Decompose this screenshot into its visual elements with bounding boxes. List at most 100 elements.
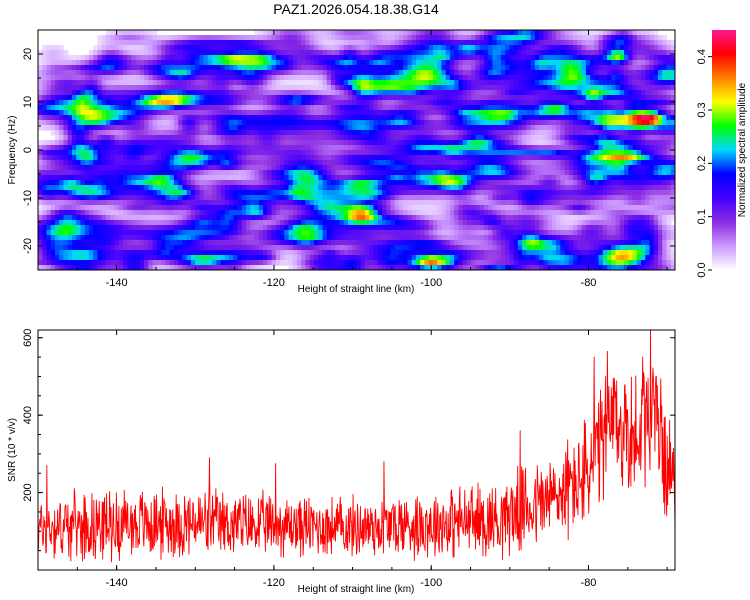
spectrogram-cell	[314, 185, 319, 191]
spectrogram-cell	[496, 105, 502, 111]
spectrogram-cell	[305, 45, 311, 51]
spectrogram-cell	[309, 110, 315, 116]
spectrogram-cell	[322, 130, 328, 136]
spectrogram-cell	[309, 40, 315, 46]
spectrogram-cell	[670, 190, 675, 196]
spectrogram-cell	[496, 180, 502, 186]
spectrogram-cell	[556, 95, 561, 101]
spectrogram-cell	[280, 45, 285, 51]
spectrogram-cell	[152, 65, 158, 71]
spectrogram-cell	[517, 185, 523, 191]
spectrogram-cell	[161, 40, 166, 46]
spectrogram-cell	[573, 165, 578, 171]
spectrogram-cell	[496, 30, 502, 36]
spectrogram-cell	[139, 105, 145, 111]
spectrogram-cell	[224, 70, 230, 76]
spectrogram-cell	[590, 130, 595, 136]
spectrogram-cell	[441, 30, 447, 36]
spectrogram-cell	[381, 70, 387, 76]
spectrogram-cell	[38, 105, 43, 111]
spectrogram-cell	[394, 170, 400, 176]
spectrogram-cell	[71, 140, 77, 146]
spectrogram-cell	[148, 185, 154, 191]
spectrogram-cell	[54, 65, 60, 71]
spectrogram-cell	[513, 145, 519, 151]
spectrogram-cell	[305, 120, 311, 126]
spectrogram-cell	[445, 40, 451, 46]
spectrogram-cell	[241, 130, 247, 136]
spectrogram-cell	[530, 185, 536, 191]
spectrogram-cell	[63, 190, 69, 196]
spectrogram-cell	[275, 60, 281, 66]
spectrogram-cell	[42, 85, 48, 91]
spectrogram-cell	[560, 145, 566, 151]
spectrogram-cell	[471, 45, 477, 51]
spectrogram-cell	[267, 195, 273, 201]
spectrogram-cell	[88, 155, 94, 161]
spectrogram-cell	[615, 155, 621, 161]
spectrogram-cell	[551, 180, 557, 186]
spectrogram-cell	[224, 145, 230, 151]
spectrogram-cell	[488, 130, 493, 136]
spectrogram-cell	[390, 105, 396, 111]
spectrogram-cell	[97, 90, 103, 96]
spectrogram-cell	[216, 190, 222, 196]
spectrogram-cell	[407, 80, 413, 86]
spectrogram-cell	[71, 195, 77, 201]
spectrogram-cell	[513, 105, 519, 111]
spectrogram-cell	[165, 100, 171, 106]
spectrogram-cell	[84, 175, 90, 181]
spectrogram-cell	[110, 40, 116, 46]
spectrogram-cell	[594, 100, 600, 106]
spectrogram-cell	[560, 135, 566, 141]
spectrogram-cell	[161, 80, 166, 86]
spectrogram-cell	[101, 135, 107, 141]
spectrogram-cell	[500, 65, 506, 71]
spectrogram-cell	[267, 90, 273, 96]
spectrogram-cell	[258, 165, 264, 171]
spectrogram-cell	[233, 60, 239, 66]
spectrogram-cell	[390, 165, 396, 171]
spectrogram-cell	[454, 95, 460, 101]
spectrogram-cell	[165, 160, 171, 166]
spectrogram-cell	[598, 155, 604, 161]
spectrogram-cell	[364, 135, 370, 141]
spectrogram-cell	[288, 45, 294, 51]
spectrogram-cell	[63, 105, 69, 111]
spectrogram-cell	[322, 180, 328, 186]
spectrogram-cell	[534, 100, 540, 106]
spectrogram-cell	[54, 50, 60, 56]
spectrogram-cell	[607, 185, 612, 191]
spectrogram-cell	[254, 30, 260, 36]
spectrogram-cell	[233, 180, 239, 186]
spectrogram-cell	[373, 50, 379, 56]
spectrogram-cell	[662, 180, 668, 186]
spectrogram-cell	[76, 185, 82, 191]
spectrogram-cell	[42, 105, 48, 111]
spectrogram-cell	[564, 170, 570, 176]
spectrogram-cell	[326, 135, 332, 141]
spectrogram-cell	[509, 195, 515, 201]
spectrogram-cell	[594, 110, 600, 116]
spectrogram-cell	[203, 110, 209, 116]
spectrogram-cell	[407, 100, 413, 106]
spectrogram-cell	[314, 170, 319, 176]
spectrogram-cell	[479, 110, 485, 116]
spectrogram-cell	[224, 95, 230, 101]
spectrogram-cell	[424, 160, 430, 166]
spectrogram-cell	[292, 60, 298, 66]
spectrogram-cell	[331, 50, 336, 56]
spectrogram-cell	[38, 110, 43, 116]
spectrogram-cell	[63, 175, 69, 181]
spectrogram-cell	[267, 80, 273, 86]
spectrogram-cell	[539, 30, 544, 36]
spectrogram-cell	[331, 90, 336, 96]
spectrogram-cell	[670, 135, 675, 141]
spectrogram-cell	[573, 65, 578, 71]
spectrogram-cell	[547, 135, 553, 141]
spectrogram-cell	[636, 35, 642, 41]
spectrogram-cell	[666, 165, 672, 171]
spectrogram-cell	[309, 105, 315, 111]
spectrogram-cell	[662, 120, 668, 126]
spectrogram-cell	[449, 110, 455, 116]
